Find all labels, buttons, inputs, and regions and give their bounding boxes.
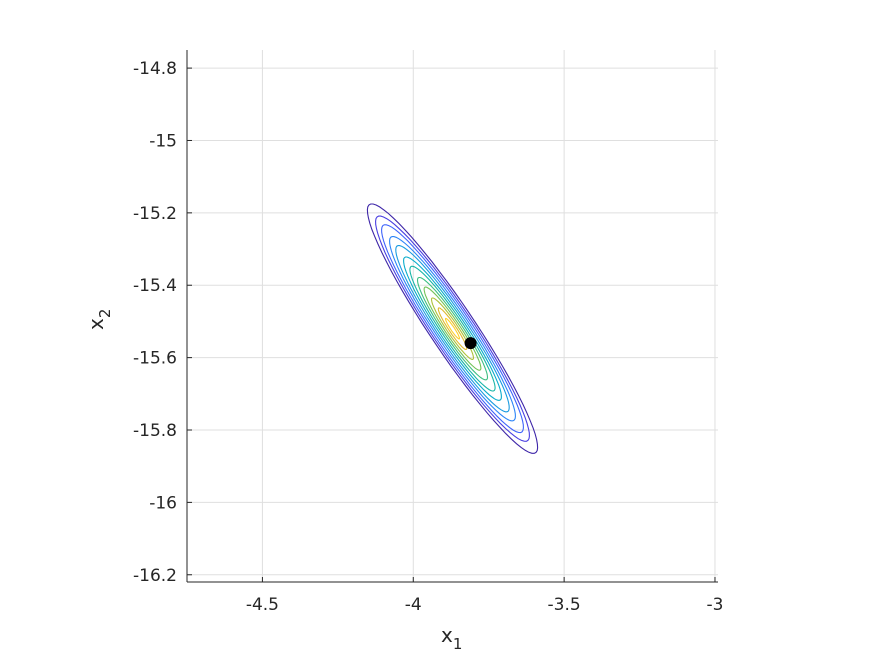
x-axis-label: x1 — [441, 623, 462, 653]
contour-level — [437, 307, 468, 350]
y-tick-label: -14.8 — [133, 59, 177, 79]
x-axis-label-base: x — [441, 623, 453, 647]
contour-level — [403, 256, 502, 401]
y-tick-label: -15.2 — [133, 204, 177, 224]
y-tick-label: -16 — [149, 493, 177, 513]
x-tick-label: -4.5 — [246, 595, 279, 615]
contour-level — [389, 236, 516, 422]
y-tick-label: -16.2 — [133, 566, 177, 586]
x-tick-label: -3.5 — [548, 595, 581, 615]
x-axis-label-sub: 1 — [453, 635, 463, 653]
contour-level — [416, 276, 489, 381]
y-tick-label: -15.4 — [133, 276, 177, 296]
optimum-marker-group — [464, 337, 477, 350]
contour-level — [409, 265, 496, 392]
contour-level — [366, 203, 539, 454]
contour-level — [375, 215, 530, 442]
y-tick-label: -15.8 — [133, 421, 177, 441]
grid-lines — [187, 50, 718, 582]
y-tick-labels: -14.8 -15 -15.2 -15.4 -15.6 -15.8 -16 -16.2 — [133, 59, 177, 586]
y-tick-label: -15 — [149, 131, 177, 151]
x-tick-labels: -4.5 -4 -3.5 -3 — [246, 595, 724, 615]
contour-level — [381, 224, 524, 434]
optimum-marker — [464, 337, 477, 350]
x-tick-label: -4 — [405, 595, 422, 615]
y-axis-label-base: x — [84, 318, 108, 330]
contour-level — [444, 317, 461, 340]
contour-level — [395, 245, 510, 413]
x-tick-label: -3 — [707, 595, 724, 615]
y-axis-label-sub: 2 — [96, 309, 114, 319]
y-tick-label: -15.6 — [133, 349, 177, 369]
axes — [186, 50, 718, 583]
y-axis-label: x2 — [84, 309, 114, 330]
